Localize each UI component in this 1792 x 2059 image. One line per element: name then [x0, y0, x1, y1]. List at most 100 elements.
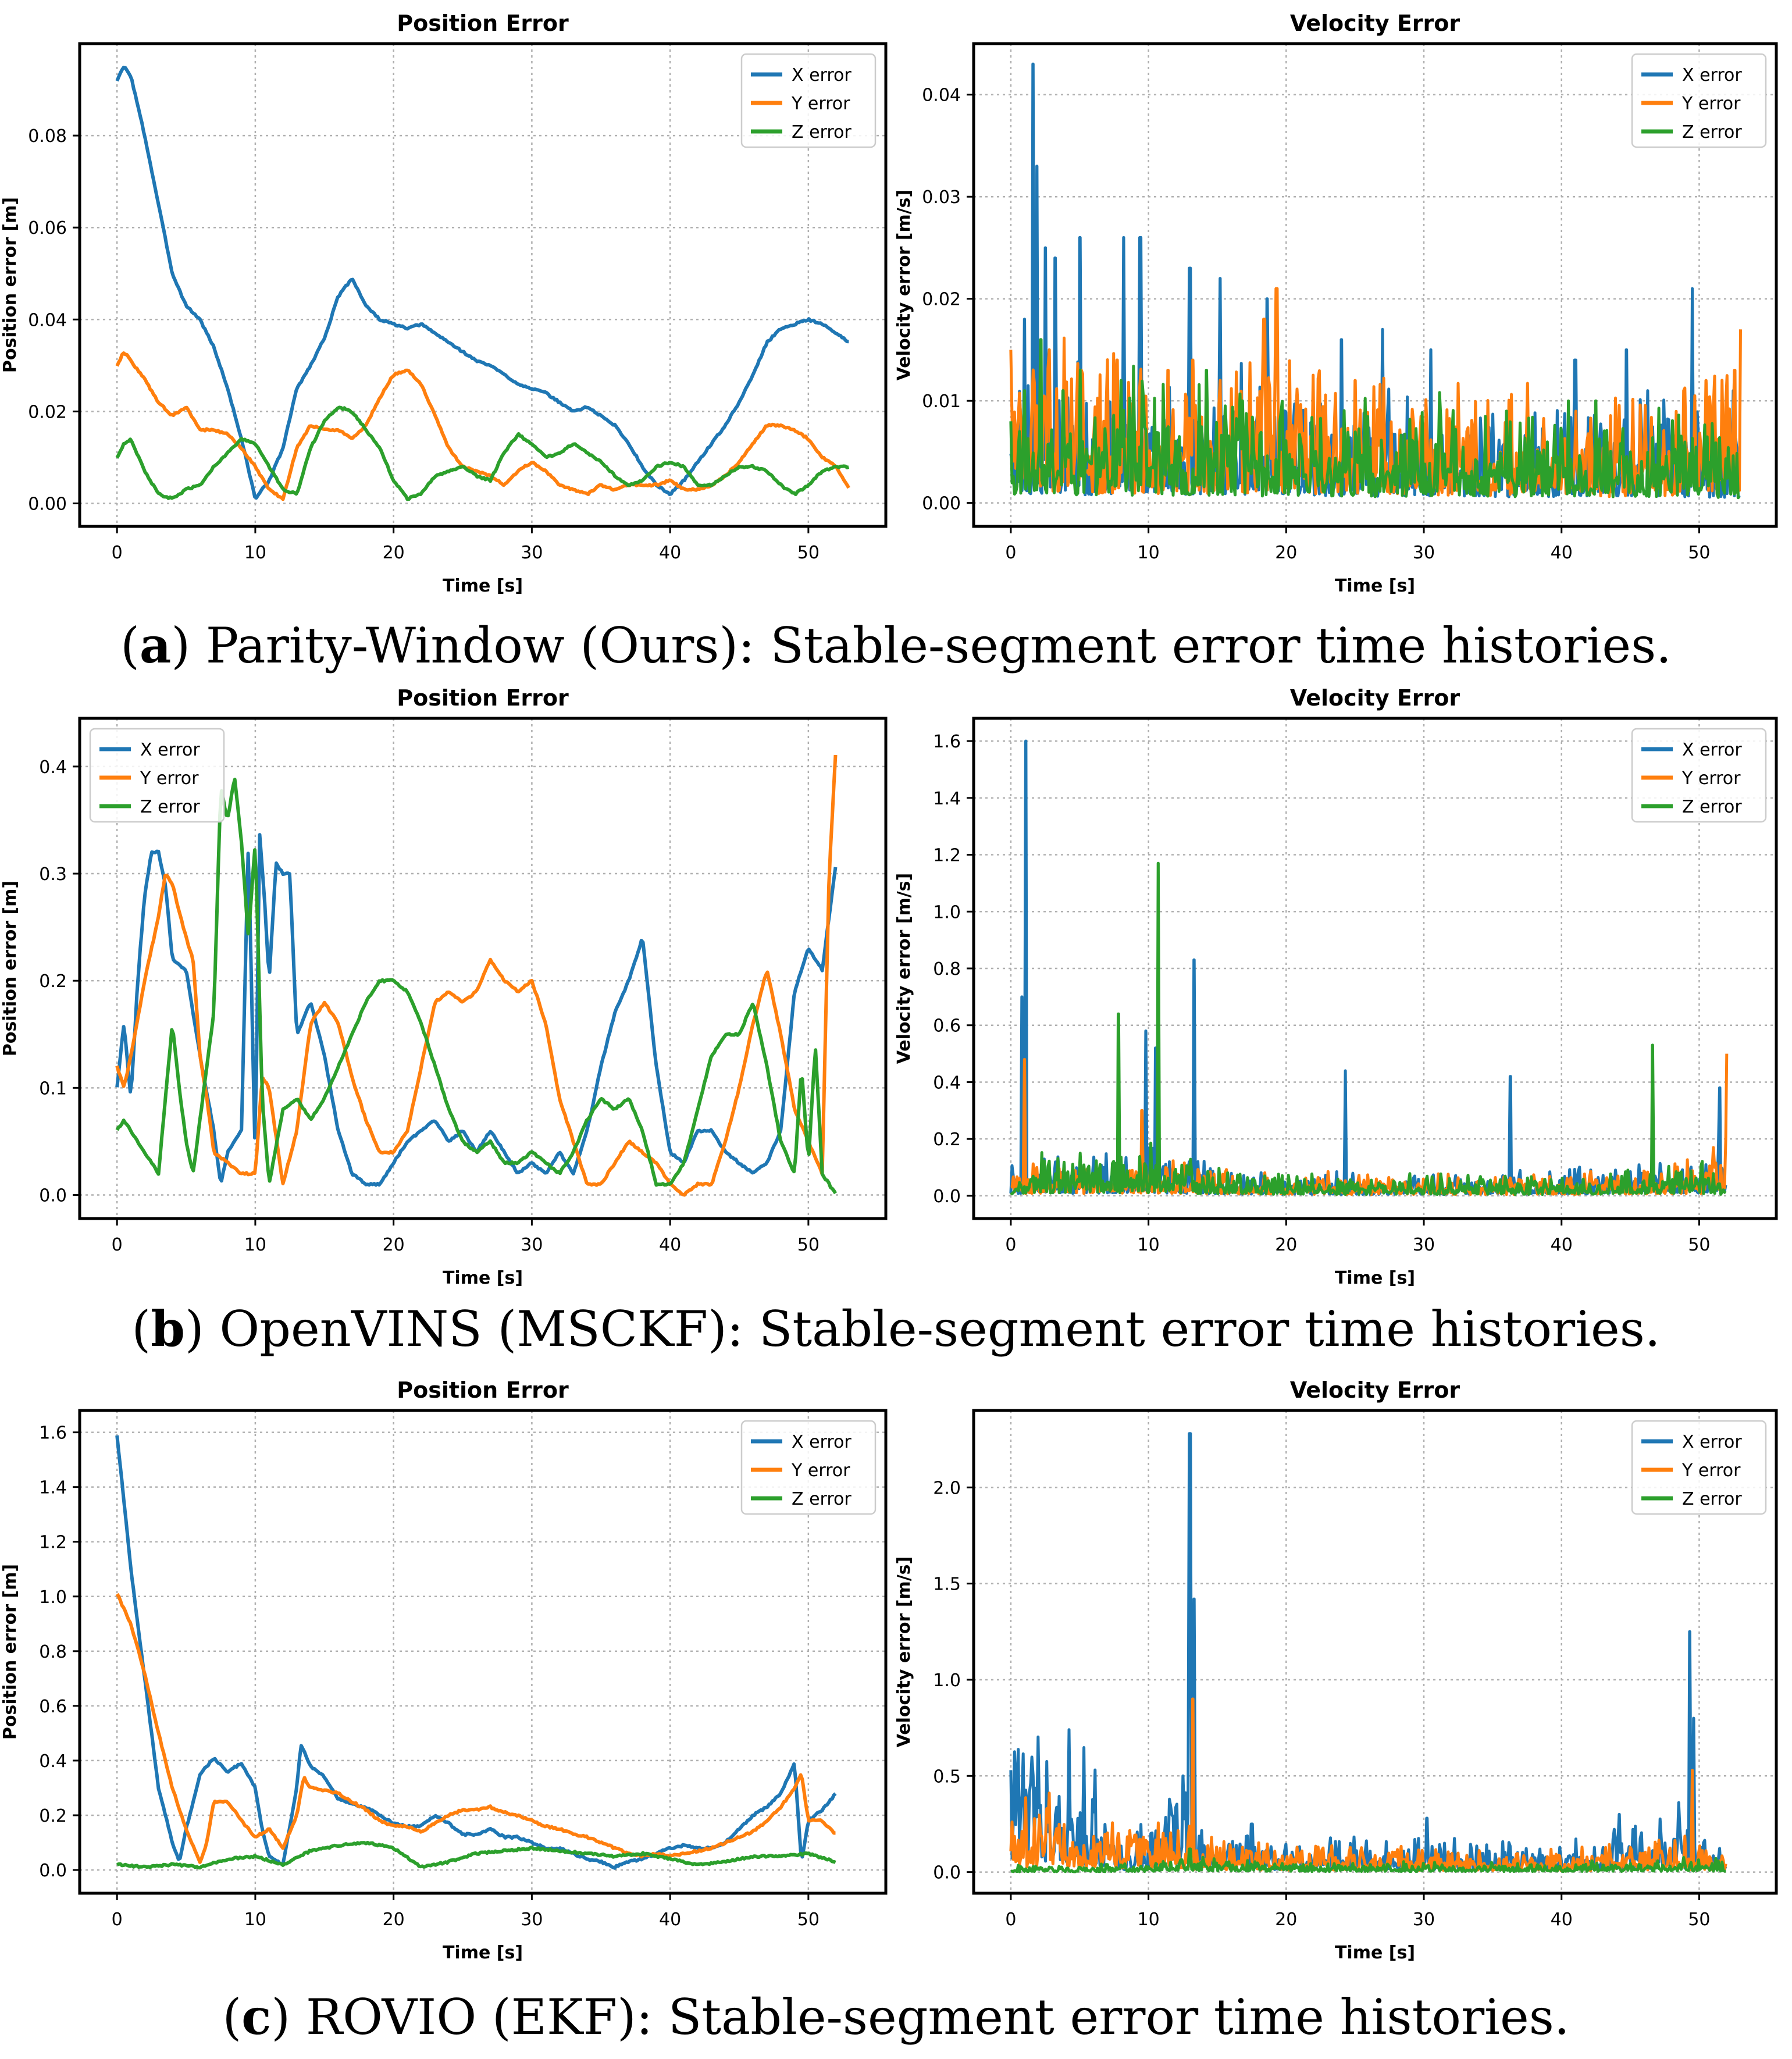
y-tick-label: 0.3: [39, 864, 67, 885]
plot-frame: [972, 42, 1778, 528]
chart-b-left: 0 10 20 30 40 50 0.0 0.1 0.2 0.3 0.4 Position Error…: [0, 685, 888, 1288]
y-tick-label: 2.0: [933, 1478, 961, 1498]
legend-entry: Z error: [1682, 797, 1742, 817]
series-line-z-error: [1009, 338, 1741, 500]
y-tick-label: 0.4: [39, 1751, 67, 1772]
x-tick-label: 10: [1138, 1910, 1160, 1930]
series-line-z-error: [1010, 1847, 1726, 1873]
legend-entry: X error: [792, 65, 852, 86]
y-tick-label: 0.6: [933, 1016, 961, 1036]
legend-entry: Z error: [140, 797, 200, 817]
x-tick-label: 10: [1138, 543, 1160, 563]
x-tick-label: 20: [383, 1235, 405, 1255]
legend-entry: Z error: [1682, 1489, 1742, 1509]
series-group: [1009, 1432, 1727, 1873]
y-tick-label: 1.6: [933, 732, 961, 752]
legend-entry: Y error: [791, 94, 850, 114]
plot-frame: [78, 42, 888, 528]
x-tick-label: 50: [1688, 1910, 1710, 1930]
y-tick-label: 0.0: [39, 1185, 67, 1206]
plot-frame: [78, 717, 888, 1220]
series-group: [1009, 62, 1742, 500]
x-tick-label: 10: [1138, 1235, 1160, 1255]
legend: X error Y error Z error: [89, 728, 225, 823]
chart-a-left: 0 10 20 30 40 50 0.00 0.02 0.04 0.06 0.08 Position …: [0, 10, 888, 596]
legend-entry: Y error: [1681, 94, 1741, 114]
y-axis-label: Velocity error [m/s]: [894, 873, 914, 1064]
y-tick-label: 0.03: [922, 187, 961, 208]
legend-entry: X error: [1682, 1432, 1742, 1452]
x-tick-label: 0: [112, 1235, 123, 1255]
series-line-x-error: [115, 65, 849, 500]
x-tick-label: 40: [659, 1235, 681, 1255]
legend-entry: X error: [792, 1432, 852, 1452]
legend-entry: X error: [1682, 740, 1742, 760]
x-tick-label: 10: [244, 1235, 266, 1255]
legend-box: [740, 53, 877, 148]
series-line-x-error: [1009, 1432, 1727, 1872]
y-tick-label: 1.2: [39, 1533, 67, 1553]
caption-b-letter: b: [151, 1300, 185, 1358]
y-axis-label: Position error [m]: [0, 197, 20, 373]
legend: X error Y error Z error: [1631, 53, 1767, 148]
x-tick-label: 40: [659, 543, 681, 563]
series-line-y-error: [1010, 1053, 1729, 1196]
y-tick-label: 0.02: [922, 290, 961, 310]
x-tick-label: 30: [1413, 1235, 1435, 1255]
chart-title: Position Error: [397, 10, 569, 36]
x-tick-label: 50: [1688, 1235, 1710, 1255]
y-tick-label: 0.0: [933, 1863, 961, 1883]
chart-c-left: 0 10 20 30 40 50 0.0 0.2 0.4 0.6 0.8 1.0 1.2 1.4 1.6 Po…: [0, 1377, 888, 1963]
y-axis-label: Velocity error [m/s]: [894, 190, 914, 381]
y-tick-label: 0.4: [39, 757, 67, 778]
x-tick-label: 20: [383, 543, 405, 563]
y-tick-label: 0.2: [39, 1806, 67, 1826]
x-tick-label: 0: [112, 1910, 123, 1930]
y-tick-label: 0.01: [922, 391, 961, 412]
x-tick-label: 0: [112, 543, 123, 563]
x-axis-label: Time [s]: [443, 576, 523, 596]
legend-entry: Z error: [792, 1489, 852, 1509]
x-axis-label: Time [s]: [1335, 576, 1415, 596]
legend: X error Y error Z error: [1631, 728, 1767, 823]
y-tick-label: 1.0: [933, 1670, 961, 1691]
y-tick-label: 0.0: [933, 1187, 961, 1207]
y-tick-label: 1.6: [39, 1423, 67, 1444]
x-axis-label: Time [s]: [1335, 1943, 1415, 1963]
chart-c-right: 0 10 20 30 40 50 0.0 0.5 1.0 1.5 2.0 Velocity Error…: [894, 1377, 1778, 1963]
y-tick-label: 0.02: [28, 402, 67, 422]
x-axis-label: Time [s]: [443, 1268, 523, 1288]
x-tick-label: 30: [521, 543, 543, 563]
series-group: [115, 1435, 837, 1870]
chart-title: Velocity Error: [1290, 1377, 1460, 1403]
x-tick-label: 20: [1275, 543, 1297, 563]
y-tick-label: 1.2: [933, 846, 961, 866]
x-tick-label: 50: [797, 1910, 820, 1930]
y-tick-label: 0.04: [28, 310, 67, 330]
legend-box: [1631, 53, 1767, 148]
x-tick-label: 40: [1551, 1235, 1573, 1255]
series-group: [115, 65, 850, 501]
caption-b: (b) OpenVINS (MSCKF): Stable-segment err…: [131, 1300, 1661, 1358]
x-tick-label: 50: [797, 1235, 820, 1255]
x-tick-label: 40: [1551, 543, 1573, 563]
series-line-z-error: [116, 1840, 836, 1870]
y-tick-label: 0.2: [39, 971, 67, 992]
series-group: [115, 754, 838, 1197]
x-tick-label: 0: [1005, 1235, 1016, 1255]
legend: X error Y error Z error: [1631, 1420, 1767, 1515]
plot-frame: [972, 1409, 1778, 1895]
legend: X error Y error Z error: [740, 1420, 877, 1515]
x-tick-label: 0: [1005, 1910, 1016, 1930]
caption-a-text: ) Parity-Window (Ours): Stable-segment e…: [171, 617, 1672, 674]
series-line-z-error: [1010, 861, 1727, 1196]
x-tick-label: 0: [1005, 543, 1016, 563]
x-tick-label: 10: [244, 543, 266, 563]
x-tick-label: 30: [521, 1910, 543, 1930]
chart-title: Velocity Error: [1290, 10, 1460, 36]
caption-a: (a) Parity-Window (Ours): Stable-segment…: [120, 617, 1672, 674]
caption-c-text: ) ROVIO (EKF): Stable-segment error time…: [271, 1989, 1570, 2046]
x-tick-label: 10: [244, 1910, 266, 1930]
y-tick-label: 1.0: [933, 902, 961, 922]
